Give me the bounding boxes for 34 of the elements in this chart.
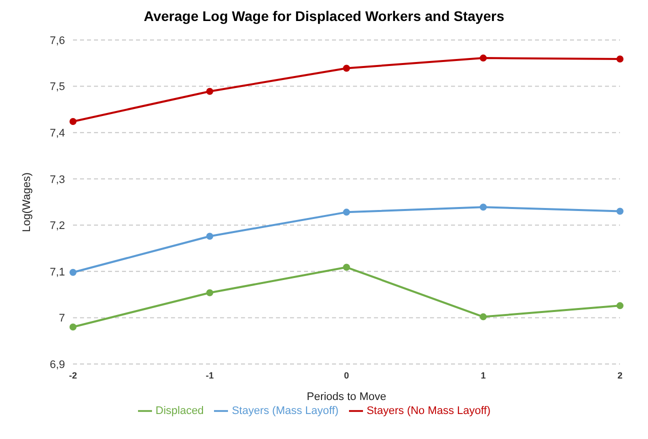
x-tick-label: 1: [480, 370, 486, 380]
y-tick-label: 7,6: [50, 34, 65, 47]
y-axis-title: Log(Wages): [20, 172, 33, 232]
point: [480, 204, 487, 211]
point: [480, 313, 487, 320]
point: [343, 264, 350, 271]
x-axis-title: Periods to Move: [306, 391, 386, 403]
y-tick-label: 6,9: [50, 358, 65, 371]
x-tick-label: 2: [617, 370, 623, 380]
point: [206, 289, 214, 296]
legend-label: Stayers (No Mass Layoff): [366, 404, 490, 417]
point: [480, 54, 487, 62]
point: [343, 64, 350, 72]
x-tick-label: 0: [344, 370, 350, 380]
point: [206, 88, 214, 95]
point: [70, 268, 76, 276]
legend-label: Stayers (Mass Layoff): [232, 404, 339, 417]
point: [70, 118, 76, 125]
y-tick-label: 7,3: [50, 174, 65, 186]
x-tick-label: -1: [206, 370, 214, 380]
legend-label: Displaced: [156, 404, 204, 417]
y-tick-label: 7,2: [50, 220, 65, 232]
y-tick-label: 7,1: [50, 266, 65, 278]
point: [206, 232, 214, 240]
y-tick-label: 7,4: [50, 127, 65, 140]
point: [70, 323, 76, 330]
point: [616, 208, 624, 215]
point: [616, 302, 624, 310]
point: [343, 208, 350, 216]
point: [616, 55, 624, 62]
y-tick-label: 7,5: [50, 81, 65, 94]
y-tick-label: 7: [58, 312, 65, 325]
x-tick-label: -2: [68, 370, 78, 380]
chart-title: Average Log Wage for Displaced Workers and Stayers: [142, 8, 506, 24]
